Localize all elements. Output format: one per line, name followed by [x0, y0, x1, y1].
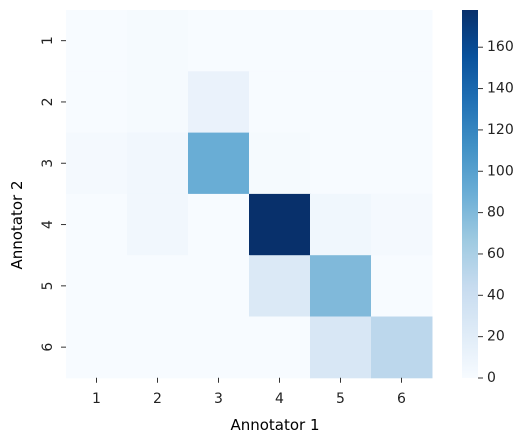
colorbar-tick-label: 20 — [487, 329, 505, 345]
colorbar-tick-label: 60 — [487, 246, 505, 262]
heatmap-cell — [66, 71, 128, 134]
colorbar — [462, 10, 478, 378]
x-tick-label: 3 — [214, 391, 223, 407]
heatmap-cell — [188, 10, 250, 72]
colorbar-tick-label: 0 — [487, 370, 496, 386]
y-tick-label: 6 — [40, 343, 56, 352]
heatmap-cell — [371, 193, 433, 256]
heatmap-cell — [371, 132, 433, 195]
x-tick-label: 5 — [336, 391, 345, 407]
heatmap-cell — [310, 132, 372, 195]
colorbar-tick-label: 120 — [487, 122, 514, 138]
x-tick-label: 4 — [275, 391, 284, 407]
heatmap-cell — [66, 10, 128, 72]
heatmap-cell — [188, 71, 250, 134]
heatmap-cell — [310, 193, 372, 256]
heatmap-cell — [310, 316, 372, 379]
heatmap-cell — [66, 193, 128, 256]
heatmap-cell — [249, 255, 311, 317]
x-tick-label: 6 — [397, 391, 406, 407]
heatmap-cell — [249, 10, 311, 72]
heatmap-cell — [371, 10, 433, 72]
heatmap-cell — [249, 193, 311, 256]
heatmap-cell — [127, 71, 189, 134]
heatmap-cell — [66, 316, 128, 379]
x-tick-label: 2 — [153, 391, 162, 407]
heatmap-cell — [127, 193, 189, 256]
heatmap-cell — [127, 132, 189, 195]
colorbar-tick-label: 140 — [487, 81, 514, 97]
heatmap-cell — [188, 255, 250, 317]
colorbar-tick-label: 80 — [487, 205, 505, 221]
colorbar-ticks: 0 20 40 60 80 100 120 140 160 — [478, 39, 514, 386]
heatmap-cell — [127, 10, 189, 72]
heatmap-cell — [188, 316, 250, 379]
heatmap-cell — [249, 71, 311, 134]
x-axis-label: Annotator 1 — [230, 416, 319, 434]
colorbar-tick-label: 100 — [487, 163, 514, 179]
y-tick-label: 5 — [40, 281, 56, 290]
x-axis-ticks: 1 2 3 4 5 6 — [92, 377, 406, 407]
heatmap-cells — [66, 10, 433, 379]
heatmap-cell — [310, 255, 372, 317]
y-tick-label: 3 — [40, 159, 56, 168]
heatmap-cell — [371, 316, 433, 379]
heatmap-cell — [127, 255, 189, 317]
heatmap-cell — [371, 255, 433, 317]
heatmap-cell — [371, 71, 433, 134]
y-axis-ticks: 1 2 3 4 5 6 — [40, 36, 66, 352]
heatmap-cell — [249, 132, 311, 195]
y-tick-label: 4 — [40, 220, 56, 229]
heatmap-cell — [310, 10, 372, 72]
heatmap-cell — [66, 255, 128, 317]
y-axis-label: Annotator 2 — [8, 180, 26, 269]
x-tick-label: 1 — [92, 391, 101, 407]
y-tick-label: 2 — [40, 97, 56, 106]
heatmap-cell — [188, 193, 250, 256]
colorbar-tick-label: 160 — [487, 39, 514, 55]
heatmap-cell — [66, 132, 128, 195]
heatmap-cell — [127, 316, 189, 379]
heatmap-cell — [188, 132, 250, 195]
colorbar-tick-label: 40 — [487, 287, 505, 303]
heatmap-cell — [310, 71, 372, 134]
heatmap-cell — [249, 316, 311, 379]
y-tick-label: 1 — [40, 36, 56, 45]
